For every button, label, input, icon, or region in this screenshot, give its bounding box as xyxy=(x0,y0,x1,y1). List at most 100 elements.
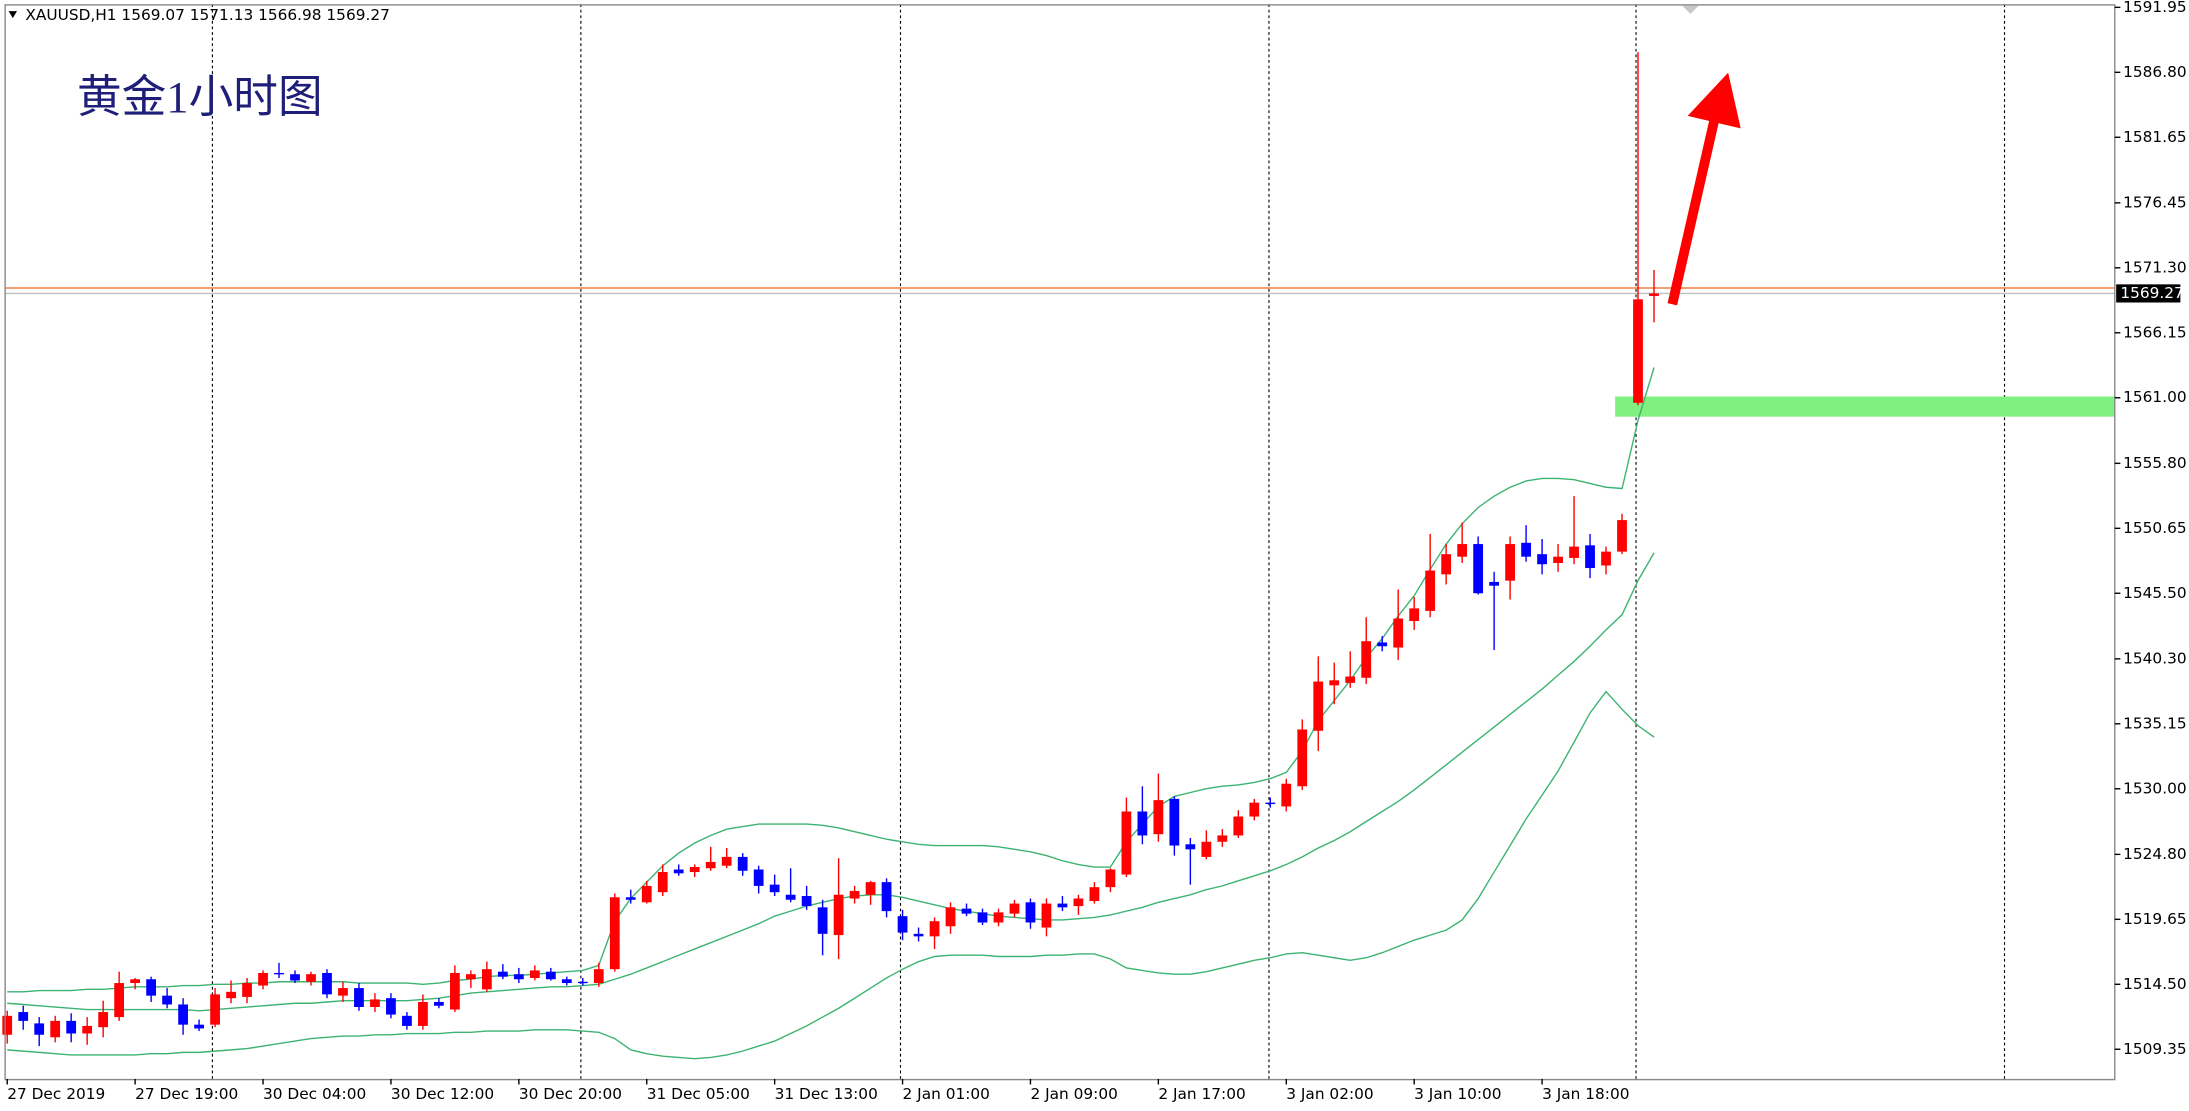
candle-body xyxy=(993,912,1004,923)
candle-body xyxy=(82,1025,93,1034)
candle-body xyxy=(1441,554,1452,575)
x-tick-label: 2 Jan 09:00 xyxy=(1030,1085,1117,1103)
price-label: 1569.27 xyxy=(2120,284,2183,302)
candle-body xyxy=(1089,887,1100,902)
candle-body xyxy=(1025,902,1036,923)
candle-body xyxy=(593,969,604,984)
candle-body xyxy=(1057,903,1068,908)
plot-frame xyxy=(4,4,2116,1081)
y-tick-label: 1514.50 xyxy=(2123,975,2186,993)
candle-body xyxy=(1201,841,1212,857)
x-tick-label: 27 Dec 19:00 xyxy=(135,1085,238,1103)
x-tick-label: 31 Dec 13:00 xyxy=(775,1085,878,1103)
candle-body xyxy=(689,866,700,873)
arrow-head xyxy=(1687,72,1741,129)
candle-body xyxy=(641,885,652,903)
candle-body xyxy=(561,979,572,984)
candle-body xyxy=(258,972,268,986)
candle-body xyxy=(1569,546,1579,558)
candle-body xyxy=(114,983,125,1018)
y-tick-label: 1571.30 xyxy=(2123,258,2186,276)
candle-body xyxy=(737,856,748,871)
candle-body xyxy=(1105,869,1116,888)
candle-body xyxy=(833,894,844,936)
candle-body xyxy=(402,1015,412,1026)
candle-body xyxy=(801,895,812,907)
candle-body xyxy=(1537,554,1547,565)
candle-body xyxy=(386,998,396,1015)
candle-body xyxy=(274,972,284,975)
x-tick-label: 3 Jan 18:00 xyxy=(1542,1085,1629,1103)
candle-body xyxy=(1217,835,1228,842)
x-tick-label: 30 Dec 12:00 xyxy=(391,1085,494,1103)
candle-body xyxy=(66,1020,77,1034)
candle-body xyxy=(98,1012,109,1028)
candle-body xyxy=(178,1004,188,1025)
candle-body xyxy=(50,1020,61,1038)
candle-body xyxy=(1137,811,1148,836)
candle-body xyxy=(865,882,876,895)
candle-body xyxy=(945,907,956,927)
x-tick-label: 27 Dec 2019 xyxy=(7,1085,105,1103)
y-tick-label: 1524.80 xyxy=(2123,845,2186,863)
candle-body xyxy=(1041,903,1052,928)
candle-body xyxy=(529,970,540,978)
y-tick-label: 1545.50 xyxy=(2123,584,2186,602)
candle-body xyxy=(657,872,668,893)
candle-body xyxy=(673,869,684,874)
candle-body xyxy=(338,988,348,996)
y-tick-label: 1581.65 xyxy=(2123,128,2186,146)
candle-body xyxy=(1153,800,1164,835)
candle-body xyxy=(929,921,940,937)
candle-body xyxy=(1185,844,1196,850)
candle-body xyxy=(705,861,716,869)
y-tick-label: 1530.00 xyxy=(2123,779,2186,797)
candle-body xyxy=(1553,556,1563,563)
candle-body xyxy=(322,972,332,995)
y-tick-label: 1550.65 xyxy=(2123,519,2186,537)
candle-body xyxy=(977,912,988,923)
y-tick-label: 1509.35 xyxy=(2123,1040,2186,1058)
candle-body xyxy=(1457,544,1468,557)
support-zone xyxy=(1615,396,2115,417)
candle-body xyxy=(1633,299,1643,403)
y-tick-label: 1566.15 xyxy=(2123,323,2186,341)
candle-body xyxy=(753,869,764,886)
candle-body xyxy=(2,1015,13,1035)
candle-body xyxy=(497,971,508,977)
candle-body xyxy=(897,916,908,933)
candle-body xyxy=(1521,542,1531,557)
x-tick-label: 31 Dec 05:00 xyxy=(647,1085,750,1103)
candle-body xyxy=(1649,293,1659,296)
candle-body xyxy=(1473,544,1484,594)
candle-body xyxy=(577,981,588,984)
candle-body xyxy=(1601,551,1611,566)
candle-body xyxy=(609,897,620,970)
candle-body xyxy=(130,979,141,984)
candle-body xyxy=(290,974,300,981)
candle-body xyxy=(370,999,380,1007)
candle-body xyxy=(481,969,492,990)
band-lower xyxy=(7,690,1655,1060)
price-axis: 27 Dec 2019 27 Dec 19:00 30 Dec 04:00 30 De… xyxy=(6,0,2187,1103)
candle-body xyxy=(881,882,892,912)
candle-body xyxy=(1617,520,1627,552)
candle-body xyxy=(513,974,524,980)
y-tick-label: 1561.00 xyxy=(2123,388,2186,406)
y-tick-label: 1586.80 xyxy=(2123,63,2186,81)
header-arrow xyxy=(8,11,17,19)
candle-body xyxy=(1281,783,1292,807)
candle-body xyxy=(1121,811,1132,875)
candle-body xyxy=(769,884,780,893)
candle-body xyxy=(1361,641,1372,678)
candle-body xyxy=(1489,581,1500,586)
band-middle xyxy=(7,552,1655,1012)
shift-marker xyxy=(1682,5,1699,14)
candle-body xyxy=(465,974,476,980)
candle-body xyxy=(1073,898,1084,907)
header: XAUUSD,H1 1569.07 1571.13 1566.98 1569.2… xyxy=(25,6,390,24)
candle-body xyxy=(34,1023,45,1035)
